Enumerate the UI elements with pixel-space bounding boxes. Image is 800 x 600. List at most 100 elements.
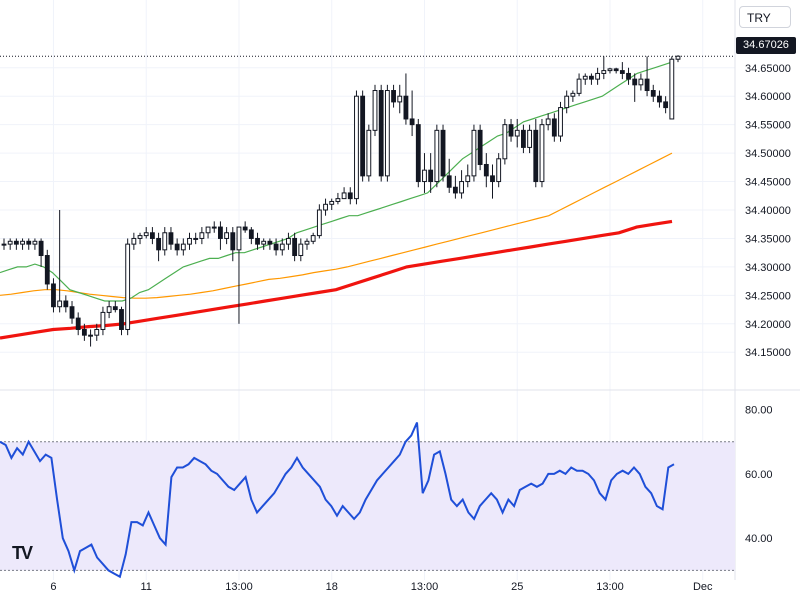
candle-body: [261, 240, 267, 245]
ma-slow-line: [0, 219, 673, 340]
candle-body: [490, 175, 495, 183]
candlestick-series: [1, 55, 681, 347]
price-tick-label: 34.60000: [745, 91, 791, 103]
candle-body: [180, 243, 186, 251]
candle-body: [298, 243, 304, 257]
candle-body: [533, 129, 539, 183]
candle-body: [366, 129, 372, 177]
candle-body: [211, 226, 217, 229]
candle-body: [162, 232, 168, 251]
candle-body: [69, 306, 75, 319]
time-tick-label: 13:00: [411, 581, 439, 593]
candle-body: [644, 78, 650, 92]
candle-body: [539, 124, 545, 183]
price-tick-label: 34.45000: [745, 177, 791, 189]
candle-body: [508, 124, 514, 137]
candle-body: [372, 90, 378, 131]
price-tick-label: 34.55000: [745, 120, 791, 132]
candle-body: [137, 235, 143, 239]
candle-body: [477, 129, 483, 165]
candle-body: [657, 95, 662, 103]
time-tick-label: 18: [326, 581, 338, 593]
candle-body: [415, 124, 421, 183]
candle-body: [112, 306, 118, 311]
candle-body: [595, 72, 601, 80]
price-tick-label: 34.40000: [745, 205, 791, 217]
candle-body: [106, 306, 112, 313]
candle-body: [570, 92, 576, 97]
candle-body: [286, 237, 291, 245]
candle-body: [44, 255, 50, 285]
time-tick-label: 13:00: [596, 581, 624, 593]
candle-body: [446, 175, 452, 188]
candle-body: [94, 328, 100, 336]
price-tick-label: 34.25000: [745, 290, 791, 302]
candle-body: [607, 68, 613, 72]
tradingview-logo[interactable]: TV: [12, 543, 33, 563]
rsi-axis[interactable]: 80.00 60.00 40.00: [745, 405, 773, 546]
time-axis[interactable]: 6 11 13:00 18 13:00 25 13:00 Dec: [50, 581, 713, 593]
time-tick-label: 13:00: [225, 581, 253, 593]
candle-body: [409, 118, 415, 126]
candle-body: [428, 169, 434, 183]
candle-body: [125, 243, 131, 330]
candle-body: [638, 78, 644, 86]
candle-body: [187, 237, 192, 245]
price-axis[interactable]: 34.65000 34.60000 34.55000 34.50000 34.45000…: [745, 63, 791, 359]
currency-selector[interactable]: TRY: [739, 6, 791, 28]
rsi-tick-label: 80.00: [745, 405, 773, 417]
candle-body: [1, 243, 7, 246]
candle-body: [205, 226, 211, 234]
candle-body: [292, 237, 298, 257]
candle-body: [51, 283, 56, 308]
candle-body: [564, 95, 570, 109]
candle-body: [279, 243, 285, 251]
candle-body: [465, 175, 471, 183]
candle-body: [341, 192, 347, 200]
candle-body: [347, 192, 353, 200]
candle-body: [527, 129, 533, 148]
candle-body: [626, 72, 631, 80]
ma-mid-line: [0, 152, 673, 299]
candle-body: [310, 235, 316, 242]
candle-body: [558, 107, 563, 137]
candle-body: [422, 169, 427, 183]
candle-body: [75, 317, 81, 330]
price-tick-label: 34.20000: [745, 319, 791, 331]
candle-body: [434, 129, 440, 183]
candle-body: [335, 198, 341, 202]
rsi-line: [0, 422, 675, 579]
candle-body: [329, 200, 335, 205]
candle-body: [230, 232, 236, 251]
candle-body: [248, 229, 254, 239]
price-tick-label: 34.65000: [745, 63, 791, 75]
candle-body: [650, 90, 656, 97]
price-tick-label: 34.50000: [745, 148, 791, 160]
last-price-label: 34.67026: [743, 39, 789, 51]
candle-body: [502, 124, 508, 160]
candle-body: [589, 75, 594, 80]
candle-body: [273, 243, 279, 251]
candle-body: [601, 70, 607, 74]
candle-body: [32, 240, 38, 245]
candle-body: [255, 237, 260, 245]
candle-body: [323, 203, 328, 211]
time-tick-label: 11: [141, 581, 152, 593]
candle-body: [13, 240, 19, 245]
candle-body: [663, 101, 669, 109]
candle-body: [119, 309, 124, 330]
candle-body: [168, 232, 174, 245]
price-tick-label: 34.30000: [745, 262, 791, 274]
candle-body: [199, 232, 205, 239]
candle-body: [440, 129, 446, 177]
candle-body: [397, 95, 403, 103]
candle-body: [459, 181, 464, 194]
candle-body: [520, 129, 526, 148]
candle-body: [669, 58, 675, 120]
candle-body: [38, 240, 44, 257]
candle-body: [391, 90, 396, 103]
price-tick-label: 34.15000: [745, 347, 791, 359]
candle-body: [218, 226, 223, 239]
candle-body: [242, 226, 248, 231]
